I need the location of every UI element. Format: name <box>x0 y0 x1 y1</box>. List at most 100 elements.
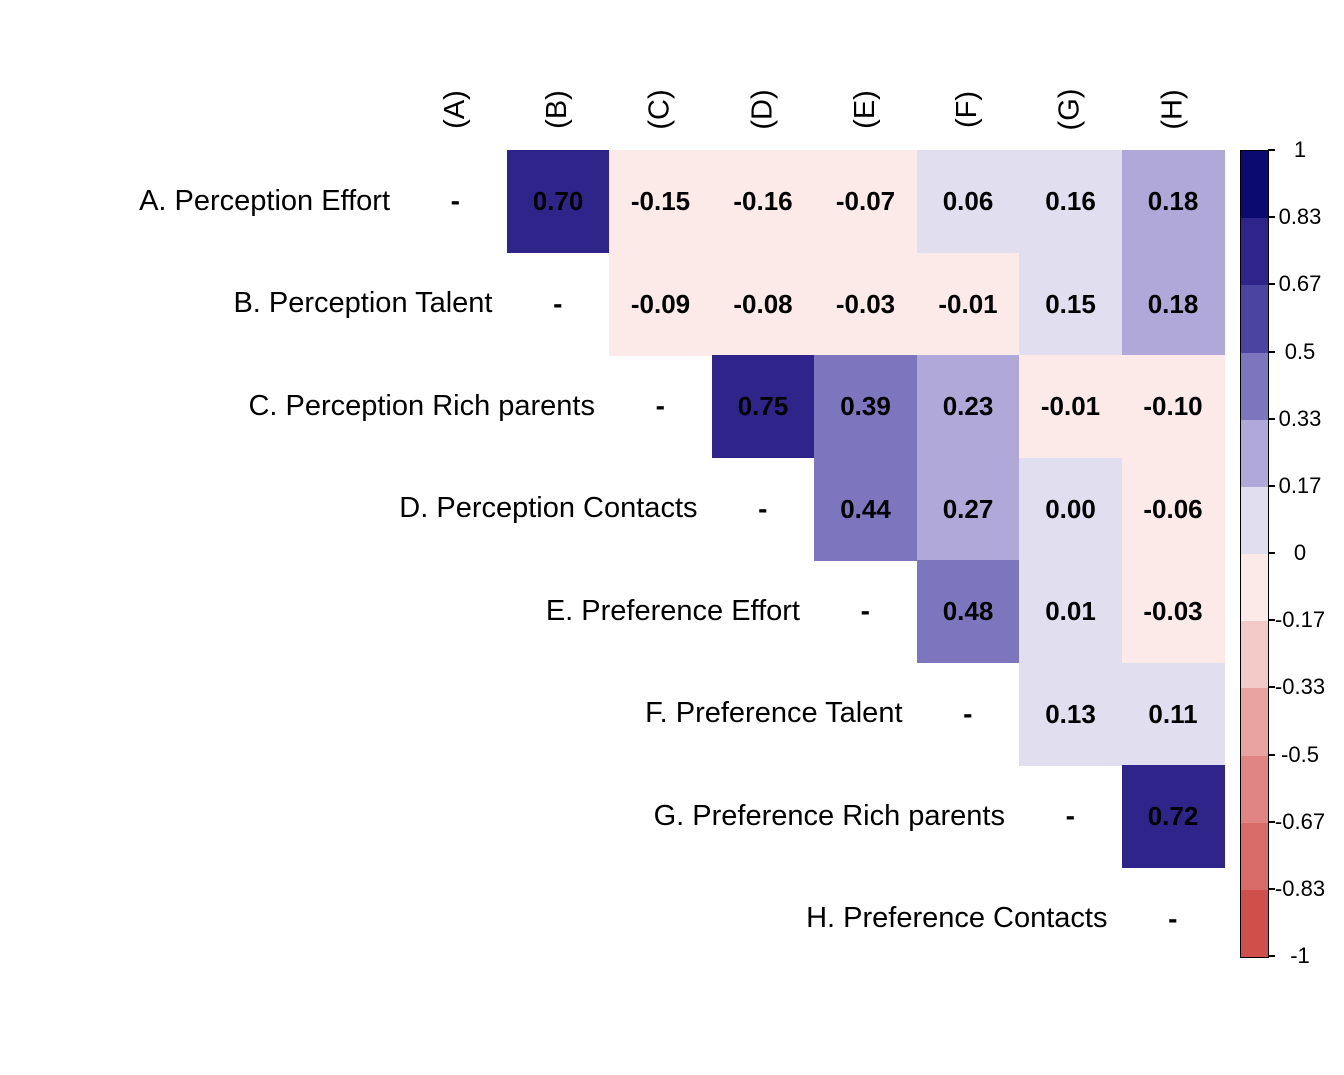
colorbar-tick-label: -0.67 <box>1274 808 1326 834</box>
colorbar-tick-label: -1 <box>1290 943 1310 968</box>
cell-value: 0.06 <box>942 186 994 216</box>
matrix-cell: 0.15 <box>1019 252 1122 356</box>
col-header-label: (A) <box>438 89 471 129</box>
colorbar-segment <box>1241 755 1268 823</box>
colorbar-tick-label: 1 <box>1293 137 1307 162</box>
colorbar-segment <box>1241 621 1268 689</box>
matrix-cell: -0.01 <box>916 252 1020 356</box>
cell-value: -0.03 <box>1143 596 1203 626</box>
colorbar-tick <box>1268 552 1275 554</box>
matrix-cell: -0.08 <box>711 252 815 356</box>
colorbar-segment <box>1241 151 1268 219</box>
row-label-h: H. Preference Contacts <box>806 902 1108 935</box>
diagonal-dash: - <box>553 287 563 319</box>
matrix-cell: 0.01 <box>1019 560 1122 663</box>
matrix-cell: 0.18 <box>1121 150 1225 253</box>
matrix-cell: 0.13 <box>1019 662 1122 766</box>
col-header-c: (C) <box>609 75 712 143</box>
colorbar-segment <box>1241 822 1268 890</box>
cell-value: -0.08 <box>733 288 793 319</box>
diagonal-dash: - <box>758 492 768 524</box>
row-label-e: E. Preference Effort <box>545 594 800 627</box>
matrix-cell: -0.03 <box>814 252 917 356</box>
cell-value: 0.48 <box>942 596 994 626</box>
matrix-cell: 0.39 <box>814 355 917 458</box>
matrix-cell: 0.70 <box>506 150 610 253</box>
colorbar-tick <box>1268 283 1275 286</box>
col-header-label: (H) <box>1156 88 1189 130</box>
matrix-cell: -0.10 <box>1121 355 1225 458</box>
colorbar-segment <box>1241 285 1268 353</box>
cell-value: -0.06 <box>1143 493 1203 524</box>
colorbar-tick <box>1268 955 1275 957</box>
cell-value: 0.15 <box>1045 288 1096 319</box>
colorbar-tick <box>1268 619 1275 622</box>
cell-value: 0.16 <box>1045 186 1096 216</box>
cell-value: 0.39 <box>840 391 891 421</box>
colorbar-tick-label: -0.83 <box>1274 875 1326 901</box>
matrix-cell: 0.16 <box>1019 150 1122 253</box>
matrix-cell: 0.27 <box>916 457 1020 561</box>
colorbar-tick-label: -0.17 <box>1274 607 1326 633</box>
cell-value: -0.07 <box>835 186 896 216</box>
colorbar-tick-label: -0.5 <box>1281 741 1319 767</box>
cell-value: 0.75 <box>737 391 789 421</box>
row-label-b: B. Perception Talent <box>233 287 493 320</box>
diagonal-dash: - <box>1168 902 1178 934</box>
colorbar-segment <box>1241 889 1268 958</box>
col-header-label: (B) <box>541 89 574 129</box>
row-label-d: D. Perception Contacts <box>399 492 698 525</box>
matrix-cell: -0.01 <box>1019 355 1122 458</box>
colorbar <box>1240 150 1269 958</box>
colorbar-tick <box>1268 887 1275 890</box>
cell-value: -0.15 <box>630 186 691 216</box>
col-header-label: (E) <box>848 89 881 129</box>
colorbar-tick-label: 0.33 <box>1278 405 1322 431</box>
col-header-label: (D) <box>746 88 779 130</box>
row-label-c: C. Perception Rich parents <box>248 389 595 422</box>
matrix-cell: -0.03 <box>1121 560 1225 663</box>
cell-value: -0.01 <box>1040 391 1101 421</box>
matrix-cell: -0.07 <box>814 150 917 253</box>
matrix-cell: 0.48 <box>916 560 1020 663</box>
colorbar-tick <box>1268 216 1275 219</box>
col-header-b: (B) <box>507 75 610 143</box>
matrix-cell: 0.75 <box>711 355 815 458</box>
matrix-cell: -0.15 <box>609 150 712 253</box>
cell-value: 0.18 <box>1147 288 1199 319</box>
colorbar-tick-label: 0.83 <box>1278 204 1322 230</box>
col-header-label: (F) <box>951 90 984 128</box>
colorbar-tick-label: 0 <box>1293 540 1307 565</box>
diagonal-dash: - <box>1065 800 1075 832</box>
cell-value: 0.18 <box>1147 186 1199 216</box>
matrix-cell: -0.06 <box>1121 457 1225 561</box>
row-label-a: A. Perception Effort <box>139 184 390 217</box>
colorbar-tick-label: -0.33 <box>1274 674 1326 700</box>
colorbar-tick-label: 0.67 <box>1278 271 1322 297</box>
matrix-cell: -0.16 <box>711 150 815 253</box>
cell-value: 0.27 <box>942 493 994 524</box>
col-header-h: (H) <box>1122 75 1225 143</box>
matrix-cell: 0.18 <box>1121 252 1225 356</box>
colorbar-tick-label: 0.5 <box>1284 338 1316 364</box>
diagonal-dash: - <box>963 697 973 729</box>
colorbar-tick-label: 0.17 <box>1278 472 1322 498</box>
diagonal-dash: - <box>450 185 460 217</box>
colorbar-tick <box>1268 484 1275 487</box>
cell-value: 0.23 <box>942 391 994 421</box>
cell-value: 0.70 <box>532 186 584 216</box>
matrix-cell: 0.00 <box>1019 457 1122 561</box>
col-header-e: (E) <box>814 75 917 143</box>
col-header-f: (F) <box>917 75 1020 143</box>
cell-value: -0.09 <box>630 288 691 319</box>
diagonal-dash: - <box>860 595 870 627</box>
colorbar-tick <box>1268 350 1275 353</box>
cell-value: -0.10 <box>1143 391 1203 421</box>
cell-value: 0.72 <box>1147 801 1199 831</box>
colorbar-tick <box>1268 149 1275 151</box>
col-header-label: (G) <box>1053 88 1086 130</box>
cell-value: -0.03 <box>835 288 896 319</box>
cell-value: 0.13 <box>1045 698 1096 729</box>
colorbar-segment <box>1241 419 1268 487</box>
